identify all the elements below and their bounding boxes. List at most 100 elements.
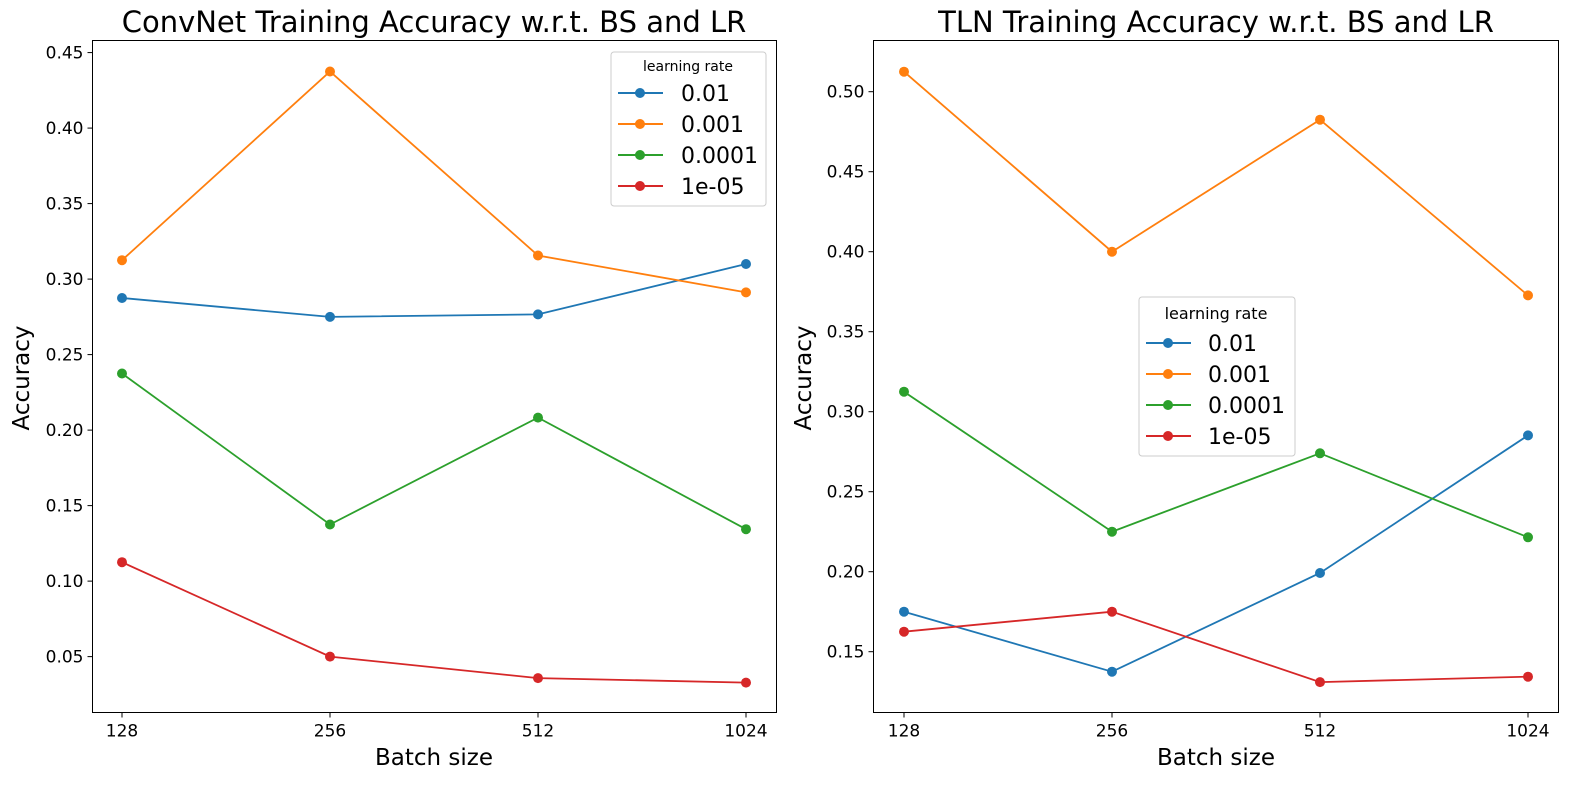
chart-2-legend-entry-1: 0.001 xyxy=(1146,363,1271,388)
chart-2-legend-entry-0: 0.01 xyxy=(1146,332,1257,357)
chart-1-legend-title: learning rate xyxy=(643,59,733,75)
chart-2-point-1e-05-512 xyxy=(1315,677,1325,688)
chart-2-point-0.01-256 xyxy=(1107,666,1117,677)
chart-2-legend-label-3: 1e-05 xyxy=(1208,425,1271,450)
chart-2-series-line-0.01 xyxy=(903,434,1529,673)
chart-2-y-tick-label: 0.15 xyxy=(827,643,865,663)
chart-2-point-0.0001-256 xyxy=(1107,526,1117,537)
chart-2-x-tick-label: 1024 xyxy=(1506,722,1549,742)
chart-2-legend-entry-3: 1e-05 xyxy=(1146,425,1271,450)
chart-2-series-line-0.0001 xyxy=(903,390,1529,539)
chart-1-legend-marker-1 xyxy=(635,119,645,129)
chart-2-point-0.001-512 xyxy=(1315,114,1325,125)
chart-2-plot-area xyxy=(873,40,1559,713)
chart-1-series-line-0.0001 xyxy=(121,372,747,530)
chart-1-legend: learning rate 0.01 0.001 0.0001 1e-05 xyxy=(610,51,767,207)
chart-2-point-0.0001-512 xyxy=(1315,448,1325,459)
chart-2-legend-title: learning rate xyxy=(1165,304,1268,323)
chart-2-legend-label-2: 0.0001 xyxy=(1208,394,1285,419)
chart-2-point-0.0001-128 xyxy=(899,386,909,397)
chart-2-legend-marker-2 xyxy=(1163,400,1173,410)
chart-2-y-tick-label: 0.45 xyxy=(827,163,865,183)
chart-1-point-0.0001-128 xyxy=(117,368,127,379)
chart-1-legend-label-2: 0.0001 xyxy=(681,144,758,169)
chart-1-series-line-1e-05 xyxy=(121,561,747,684)
chart-2-legend-marker-3 xyxy=(1163,431,1173,441)
chart-2-legend-label-1: 0.001 xyxy=(1208,363,1271,388)
chart-1: ConvNet Training Accuracy w.r.t. BS and … xyxy=(9,5,777,771)
chart-2-y-axis-label: Accuracy xyxy=(791,325,817,430)
chart-1-legend-label-1: 0.001 xyxy=(681,113,744,138)
chart-1-legend-marker-2 xyxy=(635,150,645,160)
chart-2-point-0.001-128 xyxy=(899,66,909,77)
chart-1-legend-entry-0: 0.01 xyxy=(618,82,730,107)
chart-1-y-tick-label: 0.05 xyxy=(46,648,84,668)
chart-1-point-1e-05-512 xyxy=(533,673,543,684)
chart-1-x-tick-label: 256 xyxy=(314,722,346,742)
chart-1-legend-marker-0 xyxy=(635,88,645,98)
chart-2-x-tick-label: 128 xyxy=(888,722,920,742)
chart-1-y-tick-label: 0.45 xyxy=(46,44,84,64)
chart-2-y-tick-label: 0.50 xyxy=(827,83,865,103)
chart-2-legend-label-0: 0.01 xyxy=(1208,332,1257,357)
chart-1-point-0.01-128 xyxy=(117,293,127,303)
chart-2-series-line-0.001 xyxy=(903,71,1529,297)
chart-1-legend-label-0: 0.01 xyxy=(681,82,730,107)
chart-1-y-tick-label: 0.30 xyxy=(46,270,84,290)
chart-1-point-0.0001-512 xyxy=(533,412,543,423)
chart-2-series-line-1e-05 xyxy=(903,610,1529,684)
chart-1-y-tick-label: 0.35 xyxy=(46,195,84,215)
chart-2-point-0.001-256 xyxy=(1107,246,1117,257)
chart-2-legend: learning rate 0.01 0.001 0.0001 1e-05 xyxy=(1138,296,1296,457)
chart-2-point-0.01-1024 xyxy=(1523,430,1533,441)
chart-2-x-axis-label: Batch size xyxy=(1157,745,1275,771)
chart-1-y-axis-label: Accuracy xyxy=(9,325,35,430)
chart-1-ticks: 0.05 0.10 0.15 0.20 0.25 0.30 0.35 0.40 0.45 128 2… xyxy=(46,44,768,742)
chart-2-point-1e-05-128 xyxy=(899,626,909,637)
chart-2-ticks: 0.15 0.20 0.25 0.30 0.35 0.40 0.45 0.50 128 256 51… xyxy=(827,83,1550,742)
chart-2-x-tick-label: 256 xyxy=(1096,722,1128,742)
chart-2-y-tick-label: 0.20 xyxy=(827,563,865,583)
chart-2-point-0.01-128 xyxy=(899,606,909,617)
chart-2: TLN Training Accuracy w.r.t. BS and LR 0… xyxy=(791,5,1559,771)
chart-1-x-axis-label: Batch size xyxy=(375,745,493,771)
chart-1-plot-area xyxy=(92,40,777,713)
chart-1-series xyxy=(117,66,751,688)
chart-1-y-tick-label: 0.40 xyxy=(46,119,84,139)
chart-1-point-0.01-512 xyxy=(533,309,543,320)
chart-1-point-0.001-256 xyxy=(325,66,335,77)
chart-2-point-1e-05-1024 xyxy=(1523,671,1533,682)
chart-1-x-tick-label: 1024 xyxy=(724,722,767,742)
chart-1-legend-entry-1: 0.001 xyxy=(618,113,744,138)
chart-2-legend-entry-2: 0.0001 xyxy=(1146,394,1285,419)
chart-2-point-0.01-512 xyxy=(1315,568,1325,578)
chart-1-y-tick-label: 0.10 xyxy=(46,572,84,592)
chart-1-point-0.001-1024 xyxy=(741,287,751,298)
chart-2-legend-frame xyxy=(1138,296,1296,457)
chart-2-point-0.001-1024 xyxy=(1523,290,1533,301)
chart-2-y-tick-label: 0.40 xyxy=(827,243,865,263)
chart-1-point-0.01-1024 xyxy=(741,259,751,269)
chart-1-point-1e-05-256 xyxy=(325,651,335,662)
chart-1-point-1e-05-1024 xyxy=(741,677,751,688)
chart-1-x-tick-label: 128 xyxy=(106,722,138,742)
chart-2-x-tick-label: 512 xyxy=(1304,722,1336,742)
chart-2-point-0.0001-1024 xyxy=(1523,532,1533,543)
chart-1-y-tick-label: 0.25 xyxy=(46,346,84,366)
chart-2-legend-marker-1 xyxy=(1163,369,1173,379)
chart-1-x-tick-label: 512 xyxy=(522,722,554,742)
chart-1-y-tick-label: 0.15 xyxy=(46,497,84,517)
chart-1-legend-frame xyxy=(610,51,767,207)
chart-1-title: ConvNet Training Accuracy w.r.t. BS and … xyxy=(122,5,747,39)
chart-1-series-line-0.001 xyxy=(121,70,747,294)
chart-1-legend-entry-3: 1e-05 xyxy=(618,175,744,200)
chart-1-point-0.01-256 xyxy=(325,311,335,322)
chart-1-legend-entry-2: 0.0001 xyxy=(618,144,758,169)
chart-1-point-0.0001-1024 xyxy=(741,524,751,535)
chart-1-legend-marker-3 xyxy=(635,181,645,191)
chart-1-series-line-0.01 xyxy=(121,263,747,318)
chart-2-y-tick-label: 0.35 xyxy=(827,323,865,343)
chart-1-y-tick-label: 0.20 xyxy=(46,421,84,441)
chart-2-legend-marker-0 xyxy=(1163,338,1173,348)
